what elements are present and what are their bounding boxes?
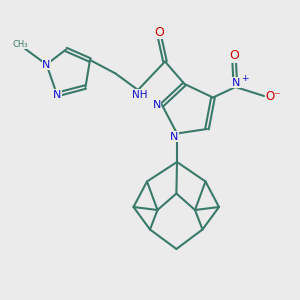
Text: O: O xyxy=(229,49,239,62)
Text: N: N xyxy=(152,100,161,110)
Text: O: O xyxy=(154,26,164,39)
Text: +: + xyxy=(241,74,248,82)
Text: CH₃: CH₃ xyxy=(13,40,28,49)
Text: N: N xyxy=(42,59,51,70)
Text: NH: NH xyxy=(132,89,147,100)
Text: N: N xyxy=(170,131,178,142)
Text: N: N xyxy=(53,89,61,100)
Text: N: N xyxy=(232,77,240,88)
Text: O⁻: O⁻ xyxy=(265,89,281,103)
